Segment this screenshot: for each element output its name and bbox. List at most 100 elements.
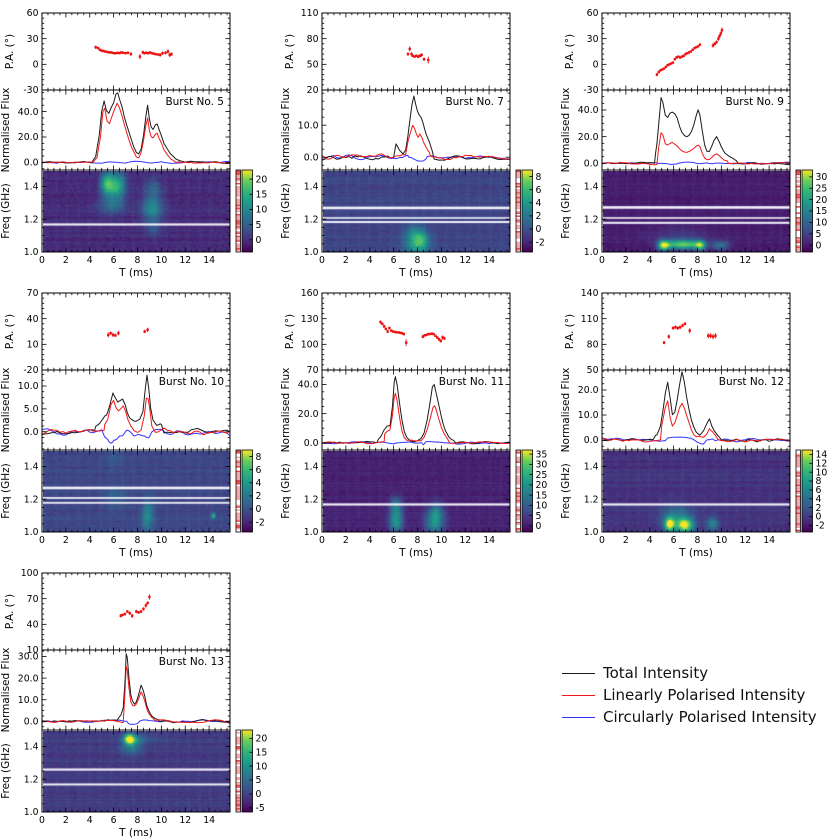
- svg-text:0: 0: [536, 224, 542, 235]
- svg-text:15: 15: [256, 747, 268, 758]
- pa-axis: 70 100 130 160 P.A. (°): [284, 288, 511, 376]
- svg-text:1.2: 1.2: [304, 214, 319, 225]
- svg-text:20.0: 20.0: [18, 673, 39, 684]
- svg-text:12: 12: [739, 255, 751, 266]
- svg-text:4: 4: [647, 255, 653, 266]
- x-axis-label: T (ms): [678, 267, 713, 279]
- linear-polarised-line-swatch: [562, 694, 595, 696]
- svg-text:8: 8: [415, 535, 421, 546]
- svg-text:2: 2: [623, 535, 629, 546]
- svg-text:12: 12: [739, 535, 751, 546]
- svg-text:1.0: 1.0: [24, 527, 39, 538]
- svg-text:20: 20: [256, 734, 268, 745]
- svg-text:20: 20: [816, 195, 828, 206]
- svg-text:12: 12: [179, 535, 191, 546]
- flux-axis: 0.0 5.0 10.0 Normalised Flux Burst No. 10: [0, 368, 231, 452]
- flux-axis: 0.0 10.0 20.0 Normalised Flux Burst No. 12: [560, 368, 791, 453]
- svg-text:P.A. (°): P.A. (°): [4, 594, 16, 629]
- svg-text:0: 0: [319, 535, 325, 546]
- svg-text:40: 40: [27, 620, 39, 631]
- svg-text:14: 14: [203, 255, 215, 266]
- svg-text:0: 0: [536, 521, 542, 532]
- svg-text:2: 2: [63, 255, 69, 266]
- svg-text:Freq (GHz): Freq (GHz): [560, 183, 572, 239]
- svg-text:0: 0: [599, 535, 605, 546]
- series-linear: [42, 665, 230, 724]
- flux-axis: 0.0 20.0 40.0 Normalised Flux Burst No. 11: [280, 368, 511, 452]
- svg-text:6: 6: [256, 465, 262, 476]
- burst-panel-10: -20 10 40 70 P.A. (°) 0.0 5.0 10.0 Normalised Fl…: [0, 280, 280, 560]
- svg-text:Freq (GHz): Freq (GHz): [0, 183, 12, 239]
- svg-text:Normalised Flux: Normalised Flux: [560, 368, 572, 453]
- svg-text:1.0: 1.0: [24, 807, 39, 818]
- legend-item-linear: Linearly Polarised Intensity: [562, 684, 840, 706]
- x-axis-label: T (ms): [118, 547, 153, 559]
- svg-text:6: 6: [111, 535, 117, 546]
- flux-axis: 0.0 10.0 20.0 30.0 Normalised Flux Burst No. …: [0, 648, 231, 733]
- series-total: [322, 95, 510, 161]
- rfi-mask-bar: [515, 449, 521, 533]
- series-linear: [42, 397, 230, 436]
- svg-text:14: 14: [203, 815, 215, 826]
- svg-text:1.0: 1.0: [304, 527, 319, 538]
- svg-text:1.0: 1.0: [584, 527, 599, 538]
- svg-text:4: 4: [647, 535, 653, 546]
- svg-text:-30: -30: [583, 85, 598, 96]
- svg-text:14: 14: [816, 450, 828, 461]
- svg-text:160: 160: [301, 288, 319, 299]
- svg-text:80: 80: [587, 340, 599, 351]
- svg-text:50: 50: [307, 60, 319, 71]
- svg-text:-2: -2: [256, 517, 265, 528]
- svg-text:8: 8: [695, 255, 701, 266]
- svg-text:14: 14: [203, 535, 215, 546]
- colorbar: -5 0 5 10 15 20: [241, 729, 268, 814]
- svg-text:35: 35: [536, 449, 548, 460]
- rfi-mask-bar: [235, 449, 241, 533]
- svg-text:0: 0: [593, 60, 599, 71]
- svg-text:20.0: 20.0: [578, 132, 599, 143]
- svg-text:1.2: 1.2: [304, 494, 319, 505]
- colorbar: -2 0 2 4 6 8: [241, 449, 265, 533]
- pa-axis: 50 80 110 140 P.A. (°): [564, 288, 791, 376]
- flux-axis: 0.0 20.0 40.0 Normalised Flux Burst No. 9: [560, 88, 791, 172]
- x-axis-label: T (ms): [118, 267, 153, 279]
- svg-text:100: 100: [301, 340, 319, 351]
- svg-text:Normalised Flux: Normalised Flux: [0, 648, 12, 733]
- svg-text:Freq (GHz): Freq (GHz): [280, 183, 292, 239]
- svg-text:5: 5: [536, 511, 542, 522]
- svg-text:2: 2: [63, 815, 69, 826]
- svg-text:Freq (GHz): Freq (GHz): [0, 743, 12, 799]
- x-axis-label: T (ms): [118, 827, 153, 839]
- svg-text:30.0: 30.0: [18, 652, 39, 663]
- colorbar: -2 0 2 4 6 8: [521, 169, 545, 253]
- flux-axis: 0.0 20.0 40.0 Normalised Flux Burst No. 5: [0, 88, 231, 172]
- legend-label: Total Intensity: [603, 664, 709, 682]
- burst-label: Burst No. 5: [165, 96, 224, 108]
- svg-text:10: 10: [816, 467, 828, 478]
- spec-axis: 1.0 1.2 1.4 Freq (GHz) 0 2 4 6 8 10 12 14 T (ms): [560, 449, 791, 559]
- svg-text:-30: -30: [23, 85, 38, 96]
- svg-text:P.A. (°): P.A. (°): [284, 34, 296, 69]
- pa-points: [379, 320, 446, 347]
- svg-text:2: 2: [343, 535, 349, 546]
- burst-label: Burst No. 7: [445, 96, 504, 108]
- svg-text:8: 8: [695, 535, 701, 546]
- svg-text:15: 15: [536, 490, 548, 501]
- svg-text:4: 4: [256, 478, 262, 489]
- svg-text:Normalised Flux: Normalised Flux: [280, 88, 292, 173]
- svg-text:0: 0: [319, 255, 325, 266]
- spec-axis: 1.0 1.2 1.4 Freq (GHz) 0 2 4 6 8 10 12 14 T (ms): [560, 169, 791, 279]
- pa-points: [655, 27, 724, 77]
- svg-text:4: 4: [536, 198, 542, 209]
- svg-text:10: 10: [435, 255, 447, 266]
- svg-text:20: 20: [536, 480, 548, 491]
- svg-text:6: 6: [536, 185, 542, 196]
- rfi-mask-bar: [515, 169, 521, 253]
- svg-text:15: 15: [816, 206, 828, 217]
